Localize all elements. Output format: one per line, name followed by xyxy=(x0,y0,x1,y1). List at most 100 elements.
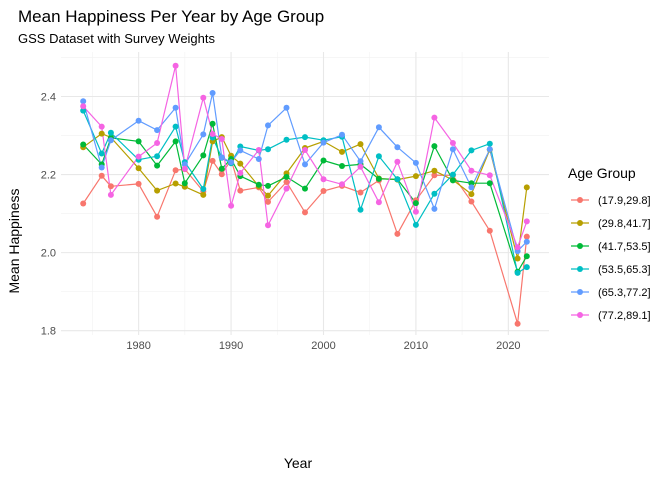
data-point-0 xyxy=(265,198,271,205)
series-line-1 xyxy=(82,133,528,260)
data-point-4 xyxy=(449,146,456,153)
legend-label: (77.2,89.1] xyxy=(598,310,651,322)
data-point-0 xyxy=(237,187,244,194)
data-point-5 xyxy=(302,147,308,153)
data-point-1 xyxy=(468,191,475,198)
data-point-5 xyxy=(255,147,262,153)
data-point-3 xyxy=(302,134,308,141)
chart-title: Mean Happiness Per Year by Age Group xyxy=(18,7,324,26)
chart-subtitle: GSS Dataset with Survey Weights xyxy=(18,31,216,46)
data-point-5 xyxy=(412,208,419,215)
data-point-0 xyxy=(80,200,87,207)
data-point-5 xyxy=(265,222,271,229)
data-point-5 xyxy=(394,158,401,165)
legend-title: Age Group xyxy=(568,165,636,181)
y-axis-label: Mean Happiness xyxy=(6,188,22,293)
data-point-4 xyxy=(172,104,179,111)
data-point-2 xyxy=(486,180,493,187)
data-point-4 xyxy=(237,147,244,154)
data-point-2 xyxy=(154,162,161,169)
data-point-0 xyxy=(172,167,179,174)
data-point-3 xyxy=(154,153,161,160)
data-point-4 xyxy=(320,139,327,146)
data-point-4 xyxy=(200,131,207,138)
data-point-0 xyxy=(357,189,364,196)
grid-major xyxy=(61,52,549,335)
data-point-0 xyxy=(302,209,308,216)
data-point-3 xyxy=(523,264,530,271)
x-tick-label: 2000 xyxy=(311,340,335,352)
data-point-2 xyxy=(449,177,456,184)
data-point-0 xyxy=(431,172,438,179)
legend-label: (65.3,77.2] xyxy=(598,287,651,299)
data-point-2 xyxy=(200,152,207,159)
x-tick-label: 2020 xyxy=(496,340,520,352)
data-point-3 xyxy=(172,123,179,130)
x-axis-label: Year xyxy=(284,455,313,471)
data-point-2 xyxy=(468,180,475,187)
y-axis-ticks: 1.8 2.0 2.2 2.4 xyxy=(41,91,56,337)
legend-label: (17.9,29.8] xyxy=(598,195,651,207)
data-point-3 xyxy=(80,107,87,114)
data-point-2 xyxy=(265,182,271,189)
x-tick-label: 1990 xyxy=(219,340,243,352)
data-point-4 xyxy=(394,144,401,151)
data-point-3 xyxy=(486,140,493,147)
data-point-4 xyxy=(98,164,105,171)
series-line-3 xyxy=(82,110,528,274)
data-point-5 xyxy=(98,123,105,130)
series-line-5 xyxy=(82,65,528,248)
data-point-2 xyxy=(80,141,87,148)
data-point-1 xyxy=(154,187,161,194)
data-point-4 xyxy=(486,146,493,153)
data-point-2 xyxy=(218,165,225,172)
data-point-0 xyxy=(98,172,105,179)
data-point-5 xyxy=(218,136,225,142)
y-tick-label: 2.4 xyxy=(41,91,56,103)
data-point-5 xyxy=(209,131,216,137)
x-axis-ticks: 1980 1990 2000 2010 2020 xyxy=(126,340,520,352)
data-point-0 xyxy=(283,179,290,185)
data-point-5 xyxy=(375,199,382,206)
legend: Age Group (17.9,29.8] (29.8,41.7] (41.7,53… xyxy=(568,165,651,322)
x-tick-label: 2010 xyxy=(404,340,428,352)
data-point-4 xyxy=(135,117,142,124)
data-point-5 xyxy=(107,191,114,198)
data-point-3 xyxy=(514,269,521,276)
data-point-5 xyxy=(228,202,235,209)
data-point-2 xyxy=(172,138,179,145)
data-point-5 xyxy=(486,172,493,179)
data-point-4 xyxy=(468,184,475,191)
data-point-3 xyxy=(431,190,438,197)
data-point-1 xyxy=(514,255,521,262)
data-point-1 xyxy=(357,141,364,148)
data-point-1 xyxy=(98,130,105,137)
data-point-1 xyxy=(172,180,179,187)
legend-label: (41.7,53.5] xyxy=(598,241,651,253)
legend-key-dot xyxy=(577,197,583,203)
data-point-0 xyxy=(514,320,521,327)
data-point-5 xyxy=(172,62,179,69)
data-point-2 xyxy=(320,157,327,164)
legend-key-dot xyxy=(577,289,583,295)
data-point-0 xyxy=(468,198,475,205)
data-point-5 xyxy=(514,244,521,251)
data-point-2 xyxy=(135,138,142,145)
data-point-1 xyxy=(237,160,244,167)
data-point-3 xyxy=(357,206,364,213)
data-point-4 xyxy=(523,238,530,245)
data-point-3 xyxy=(468,147,475,154)
data-point-3 xyxy=(107,129,114,136)
data-point-4 xyxy=(181,161,188,168)
data-point-5 xyxy=(154,140,161,146)
data-point-2 xyxy=(255,181,262,188)
data-point-2 xyxy=(431,143,438,150)
data-point-1 xyxy=(523,184,530,191)
grid-minor xyxy=(61,52,549,335)
data-point-5 xyxy=(449,140,456,146)
data-point-5 xyxy=(200,94,207,101)
legend-key-dot xyxy=(577,220,583,226)
data-point-0 xyxy=(135,180,142,187)
data-point-0 xyxy=(107,183,114,190)
